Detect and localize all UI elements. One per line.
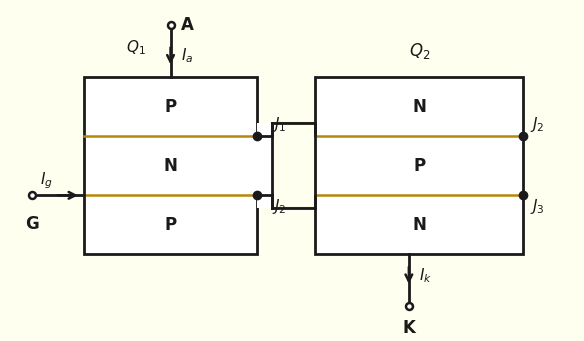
Text: P: P xyxy=(165,98,176,116)
Bar xyxy=(315,77,523,254)
Text: K: K xyxy=(402,319,415,337)
Text: $Q_1$: $Q_1$ xyxy=(126,39,145,57)
Text: $J_2$: $J_2$ xyxy=(272,197,286,216)
Text: G: G xyxy=(25,215,39,233)
Text: N: N xyxy=(164,157,178,175)
Bar xyxy=(84,77,258,254)
Text: A: A xyxy=(181,16,194,34)
Text: $J_1$: $J_1$ xyxy=(272,115,287,134)
Text: P: P xyxy=(165,216,176,234)
Text: $I_a$: $I_a$ xyxy=(181,47,193,65)
Text: N: N xyxy=(412,98,426,116)
Text: $I_g$: $I_g$ xyxy=(40,170,53,191)
Bar xyxy=(258,123,272,208)
Text: $Q_2$: $Q_2$ xyxy=(409,41,430,61)
Text: $I_k$: $I_k$ xyxy=(419,266,432,285)
Text: $J_2$: $J_2$ xyxy=(530,115,545,134)
Text: N: N xyxy=(412,216,426,234)
Text: P: P xyxy=(413,157,425,175)
Text: $J_3$: $J_3$ xyxy=(530,197,545,216)
